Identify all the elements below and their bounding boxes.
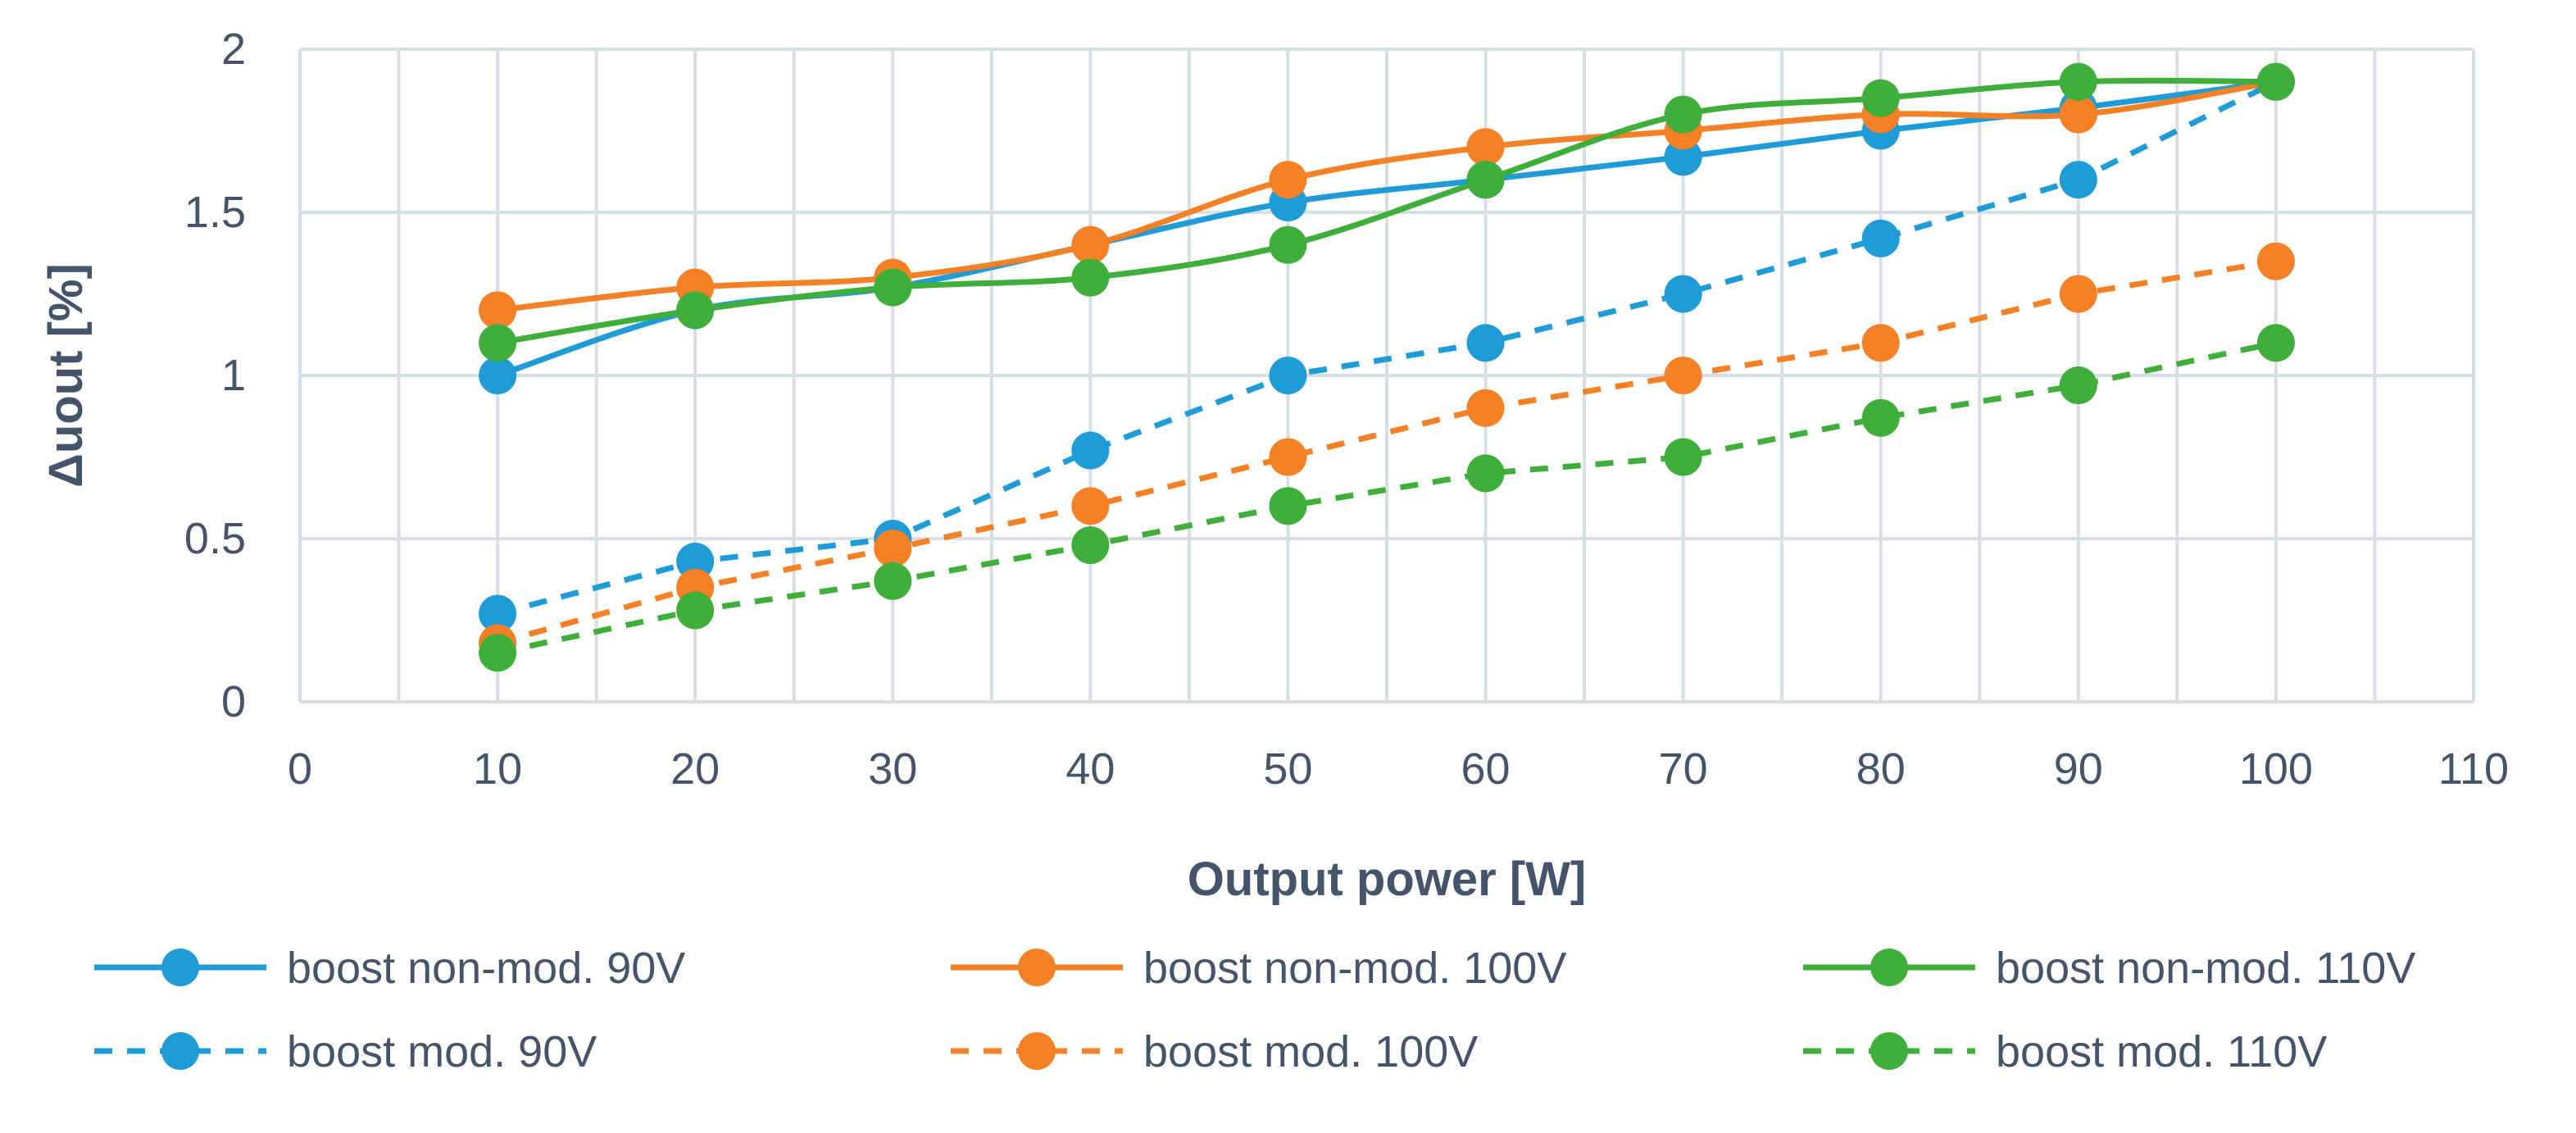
data-point — [1861, 219, 1900, 257]
data-point — [479, 291, 517, 330]
data-point — [1664, 95, 1702, 134]
x-tick-label: 70 — [1659, 744, 1708, 794]
series-line — [497, 258, 2277, 646]
data-point — [1071, 526, 1110, 564]
x-tick-label: 100 — [2239, 744, 2313, 794]
series-line — [497, 79, 2278, 617]
legend-swatch-marker — [161, 949, 199, 986]
x-axis-title: Output power [W] — [1188, 853, 1586, 906]
x-tick-label: 110 — [2438, 744, 2509, 794]
data-point — [1466, 324, 1505, 362]
legend-label: boost non-mod. 110V — [1996, 944, 2415, 993]
data-point — [1071, 487, 1110, 526]
data-point — [874, 562, 912, 600]
legend-item: boost mod. 110V — [1803, 1027, 2327, 1076]
x-tick-label: 80 — [1856, 744, 1906, 794]
gridlines — [298, 48, 2475, 703]
x-tick-label: 10 — [473, 744, 522, 794]
legend-item: boost mod. 90V — [94, 1027, 597, 1076]
data-point — [1664, 438, 1702, 476]
y-tick-label: 0.5 — [184, 514, 246, 563]
data-point — [1861, 79, 1900, 117]
data-point — [1269, 161, 1307, 199]
legend-label: boost non-mod. 90V — [287, 944, 685, 993]
data-point — [1664, 275, 1702, 313]
data-point — [1664, 138, 1702, 176]
data-point — [2059, 275, 2097, 313]
data-point — [2059, 161, 2097, 199]
data-point — [1269, 357, 1307, 394]
legend-swatch-marker — [161, 1032, 199, 1070]
x-tick-label: 20 — [670, 744, 720, 794]
series-line — [497, 77, 2276, 346]
data-point — [2256, 242, 2295, 280]
data-point — [1269, 225, 1307, 264]
y-tick-label: 0 — [221, 677, 246, 726]
legend-swatch-marker — [1018, 1032, 1056, 1070]
data-point — [2059, 62, 2097, 101]
data-point — [1269, 487, 1307, 526]
data-point — [676, 542, 715, 580]
y-tick-label: 1.5 — [184, 188, 246, 237]
x-tick-label: 30 — [868, 744, 917, 794]
legend-item: boost non-mod. 90V — [94, 944, 685, 993]
data-point — [676, 291, 715, 330]
series-markers — [479, 62, 2295, 672]
legend-swatch-marker — [1870, 1032, 1908, 1070]
x-tick-label: 60 — [1461, 744, 1511, 794]
data-point — [1269, 438, 1307, 476]
data-point — [479, 594, 517, 633]
data-point — [1466, 389, 1505, 427]
data-point — [2059, 95, 2097, 134]
y-tick-label: 2 — [221, 25, 246, 74]
legend-label: boost non-mod. 100V — [1143, 944, 1566, 993]
data-point — [1861, 398, 1900, 437]
data-point — [1071, 258, 1110, 297]
data-point — [1466, 454, 1505, 493]
legend-swatch-marker — [1018, 949, 1056, 986]
legend-item: boost mod. 100V — [951, 1027, 1478, 1076]
data-point — [1071, 431, 1110, 470]
data-point — [479, 357, 517, 394]
y-tick-label: 1 — [221, 351, 246, 400]
legend-swatch-marker — [1870, 949, 1908, 986]
legend-item: boost non-mod. 110V — [1803, 944, 2415, 993]
data-point — [2059, 366, 2097, 404]
data-point — [874, 529, 912, 567]
x-tick-label: 50 — [1263, 744, 1312, 794]
data-point — [479, 634, 517, 672]
data-point — [2256, 62, 2295, 101]
series-line — [497, 339, 2277, 656]
data-point — [1466, 161, 1505, 199]
legend-label: boost mod. 110V — [1996, 1027, 2327, 1076]
legend-item: boost non-mod. 100V — [951, 944, 1566, 993]
legend-label: boost mod. 90V — [287, 1027, 597, 1076]
x-tick-label: 0 — [288, 744, 312, 794]
data-point — [1664, 357, 1702, 394]
y-axis-title: Δuout [%] — [39, 263, 93, 488]
legend-label: boost mod. 100V — [1143, 1027, 1478, 1076]
series-lines — [496, 77, 2278, 656]
data-point — [874, 268, 912, 307]
data-point — [479, 324, 517, 362]
data-point — [2256, 324, 2295, 362]
legend: boost non-mod. 90V boost non-mod. 100V boo… — [94, 944, 2415, 1076]
data-point — [1466, 128, 1505, 166]
data-point — [676, 591, 715, 630]
axes: 00.511.520 10 20 30 40 50 60 70 80 90 100 110 — [184, 25, 2509, 794]
data-point — [1861, 324, 1900, 362]
series-line — [497, 79, 2277, 313]
x-tick-label: 90 — [2054, 744, 2103, 794]
data-point — [1071, 225, 1110, 264]
x-tick-label: 40 — [1065, 744, 1115, 794]
